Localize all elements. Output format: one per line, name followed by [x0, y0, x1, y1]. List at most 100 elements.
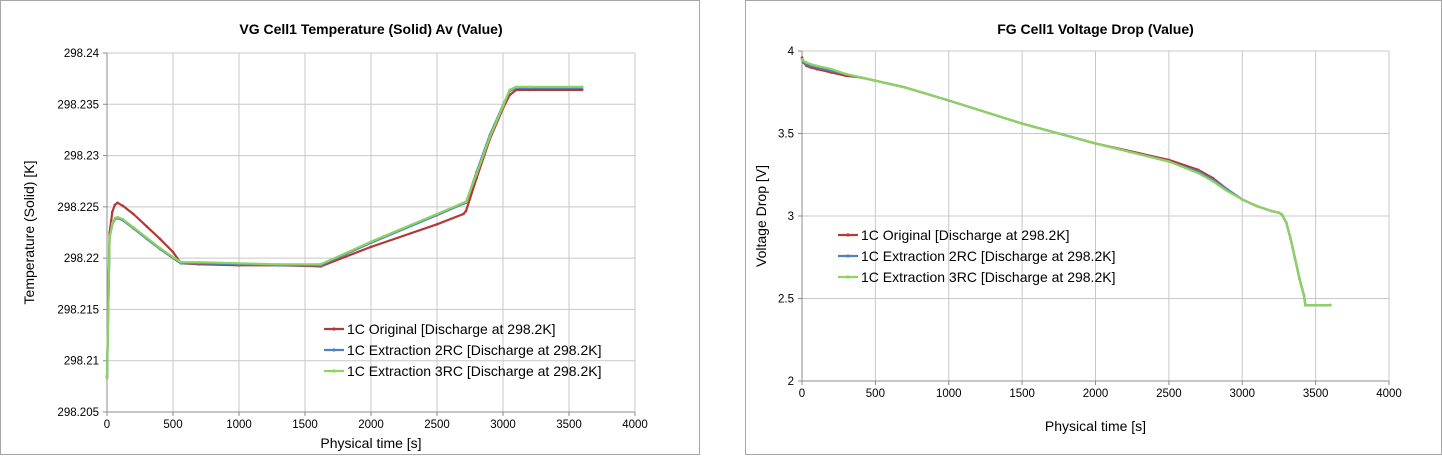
- data-point: [1289, 237, 1292, 241]
- x-tick-label: 3000: [490, 419, 516, 431]
- legend-label: 1C Extraction 2RC [Discharge at 298.2K]: [347, 342, 601, 358]
- data-point: [121, 217, 125, 221]
- data-point: [1240, 198, 1244, 201]
- data-point: [488, 135, 492, 139]
- legend-marker: [846, 233, 850, 237]
- x-tick-label: 500: [163, 419, 182, 431]
- data-point: [475, 172, 478, 176]
- y-tick-label: 298.24: [64, 48, 100, 60]
- legend-marker: [846, 254, 850, 258]
- data-point: [179, 260, 183, 264]
- legend: 1C Original [Discharge at 298.2K] 1C Extr…: [838, 227, 1115, 285]
- legend-label: 1C Original [Discharge at 298.2K]: [861, 227, 1070, 243]
- series-line: [800, 57, 1331, 307]
- data-point: [319, 262, 323, 266]
- gridlines: [802, 50, 1390, 381]
- legend-marker: [846, 275, 850, 279]
- y-tick-label: 298.23: [64, 151, 99, 163]
- x-tick-label: 1500: [1009, 388, 1035, 400]
- data-point: [805, 61, 808, 64]
- x-axis-label: Physical time [s]: [320, 435, 421, 451]
- y-tick-label: 298.21: [64, 356, 99, 368]
- data-point: [116, 201, 119, 205]
- y-tick-label: 4: [788, 46, 795, 58]
- y-tick-label: 3.5: [778, 129, 794, 141]
- x-axis-label: Physical time [s]: [1045, 418, 1146, 434]
- voltage-chart-panel: FG Cell1 Voltage Drop (Value) 0 500 1000 150…: [745, 0, 1442, 455]
- y-tick-label: 2: [788, 376, 794, 388]
- x-tick-label: 3500: [1303, 388, 1329, 400]
- x-tick-label: 1500: [292, 419, 318, 431]
- data-point: [464, 200, 468, 204]
- data-point: [171, 250, 175, 254]
- data-point: [145, 225, 148, 228]
- data-point: [369, 240, 373, 244]
- data-point: [462, 212, 465, 216]
- data-point: [464, 209, 468, 213]
- data-point: [369, 245, 373, 249]
- x-tick-label: 1000: [936, 388, 962, 400]
- data-point: [528, 88, 531, 92]
- data-point: [580, 88, 584, 92]
- data-point: [580, 85, 584, 89]
- data-point: [108, 236, 111, 239]
- legend-label: 1C Extraction 3RC [Discharge at 298.2K]: [861, 269, 1115, 285]
- data-point: [110, 221, 114, 225]
- chart-title: FG Cell1 Voltage Drop (Value): [997, 21, 1194, 37]
- data-point: [501, 105, 505, 108]
- data-point: [947, 99, 951, 102]
- data-point: [116, 215, 119, 219]
- data-point: [1255, 204, 1259, 208]
- legend-marker: [332, 348, 336, 352]
- data-point: [528, 85, 531, 89]
- data-point: [113, 216, 117, 220]
- legend-label: 1C Extraction 2RC [Discharge at 298.2K]: [861, 248, 1115, 264]
- x-tick-label: 4000: [622, 419, 648, 431]
- y-axis-label: Temperature (Solid) [K]: [21, 161, 37, 305]
- data-point: [237, 261, 241, 265]
- x-tick-label: 500: [866, 388, 885, 400]
- x-tick-label: 3500: [556, 419, 582, 431]
- data-point: [903, 86, 907, 89]
- data-point: [1094, 142, 1097, 145]
- data-point: [1270, 209, 1273, 213]
- legend-marker: [332, 327, 336, 331]
- series-3: [800, 57, 1332, 307]
- legend-marker: [332, 369, 336, 373]
- data-point: [1314, 303, 1317, 307]
- data-point: [809, 62, 813, 66]
- x-tick-label: 0: [104, 419, 110, 431]
- temperature-chart-panel: VG Cell1 Temperature (Solid) Av (Value) 0…: [0, 0, 700, 455]
- data-point: [1277, 211, 1281, 214]
- data-point: [1304, 303, 1307, 307]
- data-point: [1280, 213, 1284, 216]
- data-point: [132, 226, 135, 229]
- x-tick-label: 3000: [1229, 388, 1255, 400]
- data-point: [514, 85, 518, 89]
- data-point: [113, 203, 117, 207]
- data-point: [1211, 180, 1215, 183]
- x-tick-label: 2000: [358, 419, 384, 431]
- data-point: [874, 79, 877, 82]
- x-tick-label: 2500: [424, 419, 450, 431]
- data-point: [1298, 277, 1301, 281]
- y-tick-label: 298.205: [57, 407, 99, 419]
- data-point: [158, 237, 162, 240]
- data-point: [802, 59, 805, 63]
- y-axis-label: Voltage Drop [V]: [753, 165, 769, 267]
- data-point: [198, 260, 201, 264]
- data-point: [435, 222, 439, 226]
- voltage-chart: FG Cell1 Voltage Drop (Value) 0 500 1000 150…: [753, 21, 1402, 434]
- legend: 1C Original [Discharge at 298.2K] 1C Extr…: [324, 321, 601, 379]
- legend-label: 1C Original [Discharge at 298.2K]: [347, 321, 556, 337]
- data-point: [462, 201, 465, 205]
- x-tick-label: 4000: [1376, 388, 1402, 400]
- data-point: [830, 67, 833, 71]
- y-tick-label: 298.215: [57, 304, 99, 316]
- data-point: [508, 88, 511, 92]
- y-tick-label: 3: [788, 211, 794, 223]
- data-point: [1284, 221, 1288, 224]
- data-point: [844, 72, 848, 76]
- y-tick-label: 298.225: [57, 202, 99, 214]
- y-tick-label: 298.235: [57, 99, 99, 111]
